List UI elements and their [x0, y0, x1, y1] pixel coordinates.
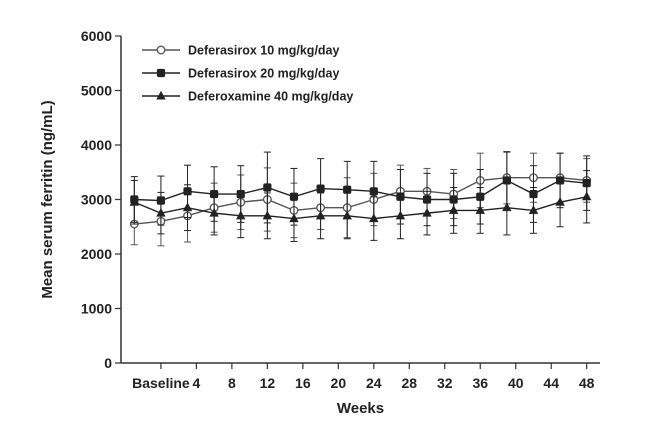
x-axis-ticks: Baseline 4 8 12 16 20 24 28 32 36 40 44 48: [132, 363, 595, 391]
data-point: [475, 205, 485, 214]
data-point: [262, 210, 273, 220]
x-tick-label: 40: [508, 375, 524, 391]
x-tick-label: Baseline: [132, 375, 190, 391]
x-tick-label: 12: [260, 375, 276, 391]
x-tick-label: 24: [366, 375, 382, 391]
y-tick-label: 2000: [81, 246, 112, 262]
data-point: [129, 196, 140, 206]
series-3: [129, 170, 592, 242]
legend-label: Deferoxamine 40 mg/kg/day: [188, 90, 353, 104]
data-point: [156, 90, 166, 100]
x-tick-label: 8: [228, 375, 236, 391]
data-point: [555, 196, 565, 206]
data-point: [182, 202, 193, 212]
data-point: [316, 184, 325, 193]
y-tick-label: 0: [104, 355, 112, 371]
data-point: [395, 210, 406, 220]
y-tick-label: 1000: [81, 301, 112, 317]
x-tick-label: 4: [192, 375, 200, 391]
x-tick-label: 44: [543, 375, 559, 391]
data-point: [528, 205, 539, 214]
data-point: [343, 185, 352, 194]
data-point: [315, 210, 326, 220]
data-point: [581, 191, 592, 201]
series-layer: [129, 151, 592, 247]
data-point: [422, 207, 432, 217]
series-line: [134, 196, 587, 220]
x-tick-label: 28: [401, 375, 417, 391]
data-point: [342, 210, 352, 220]
legend-item-3: Deferoxamine 40 mg/kg/day: [142, 90, 353, 104]
data-point: [263, 183, 272, 192]
series-line: [134, 179, 587, 202]
series-1: [129, 151, 592, 247]
y-tick-label: 6000: [81, 28, 112, 44]
data-point: [369, 213, 379, 223]
data-point: [236, 210, 246, 220]
x-tick-label: 36: [472, 375, 488, 391]
x-tick-label: 48: [579, 375, 595, 391]
legend-label: Deferasirox 20 mg/kg/day: [188, 67, 340, 81]
data-point: [289, 213, 299, 223]
data-point: [156, 68, 166, 78]
y-tick-label: 4000: [81, 137, 112, 153]
y-tick-label: 3000: [81, 192, 112, 208]
data-point: [209, 207, 219, 217]
x-tick-label: 32: [437, 375, 453, 391]
series-2: [130, 151, 591, 227]
legend: Deferasirox 10 mg/kg/day Deferasirox 20 m…: [142, 44, 353, 104]
data-point: [448, 205, 459, 214]
data-point: [502, 202, 512, 212]
x-tick-label: 16: [295, 375, 311, 391]
y-tick-label: 5000: [81, 83, 112, 99]
data-point: [369, 187, 378, 196]
data-point: [156, 207, 166, 217]
legend-label: Deferasirox 10 mg/kg/day: [188, 44, 340, 58]
y-axis-title: Mean serum ferritin (ng/mL): [39, 100, 56, 298]
data-point: [156, 45, 166, 55]
legend-item-1: Deferasirox 10 mg/kg/day: [142, 44, 340, 58]
x-tick-label: 20: [331, 375, 347, 391]
y-axis-ticks: 0 1000 2000 3000 4000 5000 6000: [81, 28, 121, 371]
x-axis-title: Weeks: [337, 400, 384, 417]
legend-item-2: Deferasirox 20 mg/kg/day: [142, 67, 340, 81]
